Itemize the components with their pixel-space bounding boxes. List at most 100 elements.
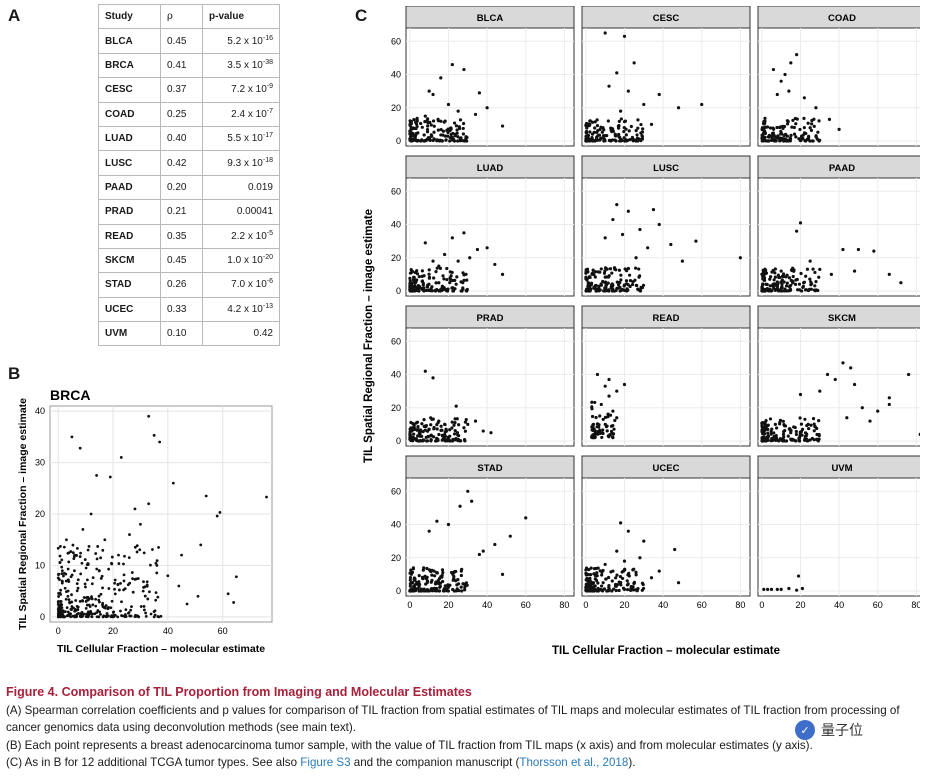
thorsson-reference-link[interactable]: Thorsson et al., 2018 (519, 756, 629, 770)
data-point (86, 548, 90, 552)
data-point (813, 284, 817, 288)
pvalue-mantissa: 4.2 x 10 (227, 303, 263, 315)
data-point (409, 572, 413, 576)
data-point (90, 582, 94, 586)
data-point (413, 427, 417, 431)
data-point (631, 568, 635, 572)
data-point (790, 125, 794, 129)
data-point (415, 116, 419, 120)
data-point (775, 587, 779, 591)
data-point (70, 605, 74, 608)
data-point (435, 427, 439, 431)
data-point (798, 416, 802, 420)
data-point (411, 289, 415, 293)
data-point (427, 276, 431, 280)
data-point (446, 134, 450, 138)
data-point (596, 270, 600, 274)
y-tick-label: 20 (391, 253, 401, 263)
data-point (786, 434, 790, 438)
y-tick-label: 60 (391, 36, 401, 46)
data-point (608, 413, 613, 417)
caption-title: Figure 4. Comparison of TIL Proportion f… (6, 685, 472, 699)
data-point (805, 437, 809, 442)
data-point (86, 563, 90, 566)
data-point (419, 139, 423, 143)
data-point (611, 436, 615, 440)
data-point (425, 285, 429, 289)
data-point (768, 275, 773, 279)
data-point (616, 286, 620, 290)
data-point (761, 289, 765, 293)
data-point (588, 138, 592, 143)
facet-scatter-chart: BLCA 0 20 40 60 CESC COAD LUAD 0 20 40 60 LUSC PAAD PR… (363, 6, 920, 657)
data-point (84, 566, 88, 570)
data-point (638, 274, 642, 278)
data-point (760, 421, 764, 425)
data-point (454, 124, 459, 128)
data-point (852, 382, 857, 387)
data-point (95, 474, 98, 477)
data-point (456, 439, 460, 443)
data-point (790, 279, 794, 283)
data-point (443, 422, 447, 426)
y-tick-label: 40 (391, 370, 401, 380)
data-point (618, 581, 623, 586)
data-point (425, 127, 430, 132)
data-point (147, 414, 151, 418)
data-point (636, 287, 641, 292)
data-point (432, 569, 436, 573)
data-point (462, 426, 466, 430)
data-point (446, 585, 450, 589)
pvalue-mantissa: 3.5 x 10 (227, 59, 263, 71)
data-point (99, 612, 102, 616)
data-point (778, 422, 782, 426)
table-row: PAAD 0.20 0.019 (98, 174, 280, 201)
data-point (152, 615, 156, 619)
data-point (806, 422, 810, 426)
data-point (85, 578, 89, 582)
cell-pvalue: 4.2 x 10-13 (202, 296, 280, 323)
data-point (435, 519, 439, 523)
data-point (408, 435, 412, 439)
data-point (641, 127, 645, 131)
cell-study: LUSC (98, 150, 161, 176)
figure-s3-link[interactable]: Figure S3 (300, 756, 351, 770)
data-point (450, 138, 454, 142)
data-point (785, 139, 789, 143)
data-point (107, 606, 110, 609)
data-point (133, 507, 137, 511)
cell-rho: 0.45 (160, 247, 203, 274)
data-point (766, 434, 770, 438)
data-point (603, 280, 607, 285)
data-point (106, 614, 110, 618)
data-point (77, 612, 80, 615)
data-point (631, 137, 635, 141)
data-point (411, 580, 415, 585)
data-point (634, 570, 638, 574)
data-point (796, 574, 801, 578)
data-point (636, 118, 640, 122)
data-point (799, 134, 804, 138)
data-point (792, 125, 796, 130)
data-point (595, 571, 599, 575)
data-point (775, 280, 779, 284)
data-point (196, 594, 200, 598)
table-row: LUAD 0.40 5.5 x 10-17 (98, 125, 280, 152)
data-point (636, 126, 640, 130)
data-point (113, 587, 116, 591)
pvalue-exponent: -20 (262, 254, 273, 262)
data-point (781, 419, 785, 423)
data-point (763, 119, 767, 123)
data-point (414, 278, 418, 282)
data-point (657, 222, 661, 227)
data-point (592, 585, 596, 589)
data-point (594, 566, 598, 571)
data-point (456, 139, 460, 143)
data-point (80, 561, 84, 565)
data-point (431, 92, 435, 97)
cell-study: PAAD (98, 174, 161, 201)
y-tick-label: 30 (35, 458, 45, 468)
data-point (76, 586, 80, 590)
data-point (117, 588, 121, 592)
data-point (789, 133, 793, 137)
